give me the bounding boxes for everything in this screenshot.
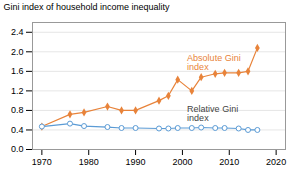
svg-text:0.4: 0.4 <box>11 125 24 135</box>
svg-text:0.0: 0.0 <box>11 144 24 154</box>
svg-text:0.8: 0.8 <box>11 105 24 115</box>
svg-text:Relative Giniindex: Relative Giniindex <box>187 104 238 123</box>
svg-text:2.4: 2.4 <box>11 27 24 37</box>
svg-text:2000: 2000 <box>172 157 192 167</box>
svg-text:Gini index of household income: Gini index of household income inequalit… <box>4 2 171 12</box>
svg-text:1.6: 1.6 <box>11 66 24 76</box>
svg-text:1970: 1970 <box>32 157 52 167</box>
svg-text:Absolute Giniindex: Absolute Giniindex <box>187 53 241 72</box>
svg-text:2020: 2020 <box>266 157 286 167</box>
svg-text:1990: 1990 <box>126 157 146 167</box>
svg-text:1980: 1980 <box>79 157 99 167</box>
svg-text:2.0: 2.0 <box>11 47 24 57</box>
svg-text:1.2: 1.2 <box>11 86 24 96</box>
svg-text:2010: 2010 <box>219 157 239 167</box>
